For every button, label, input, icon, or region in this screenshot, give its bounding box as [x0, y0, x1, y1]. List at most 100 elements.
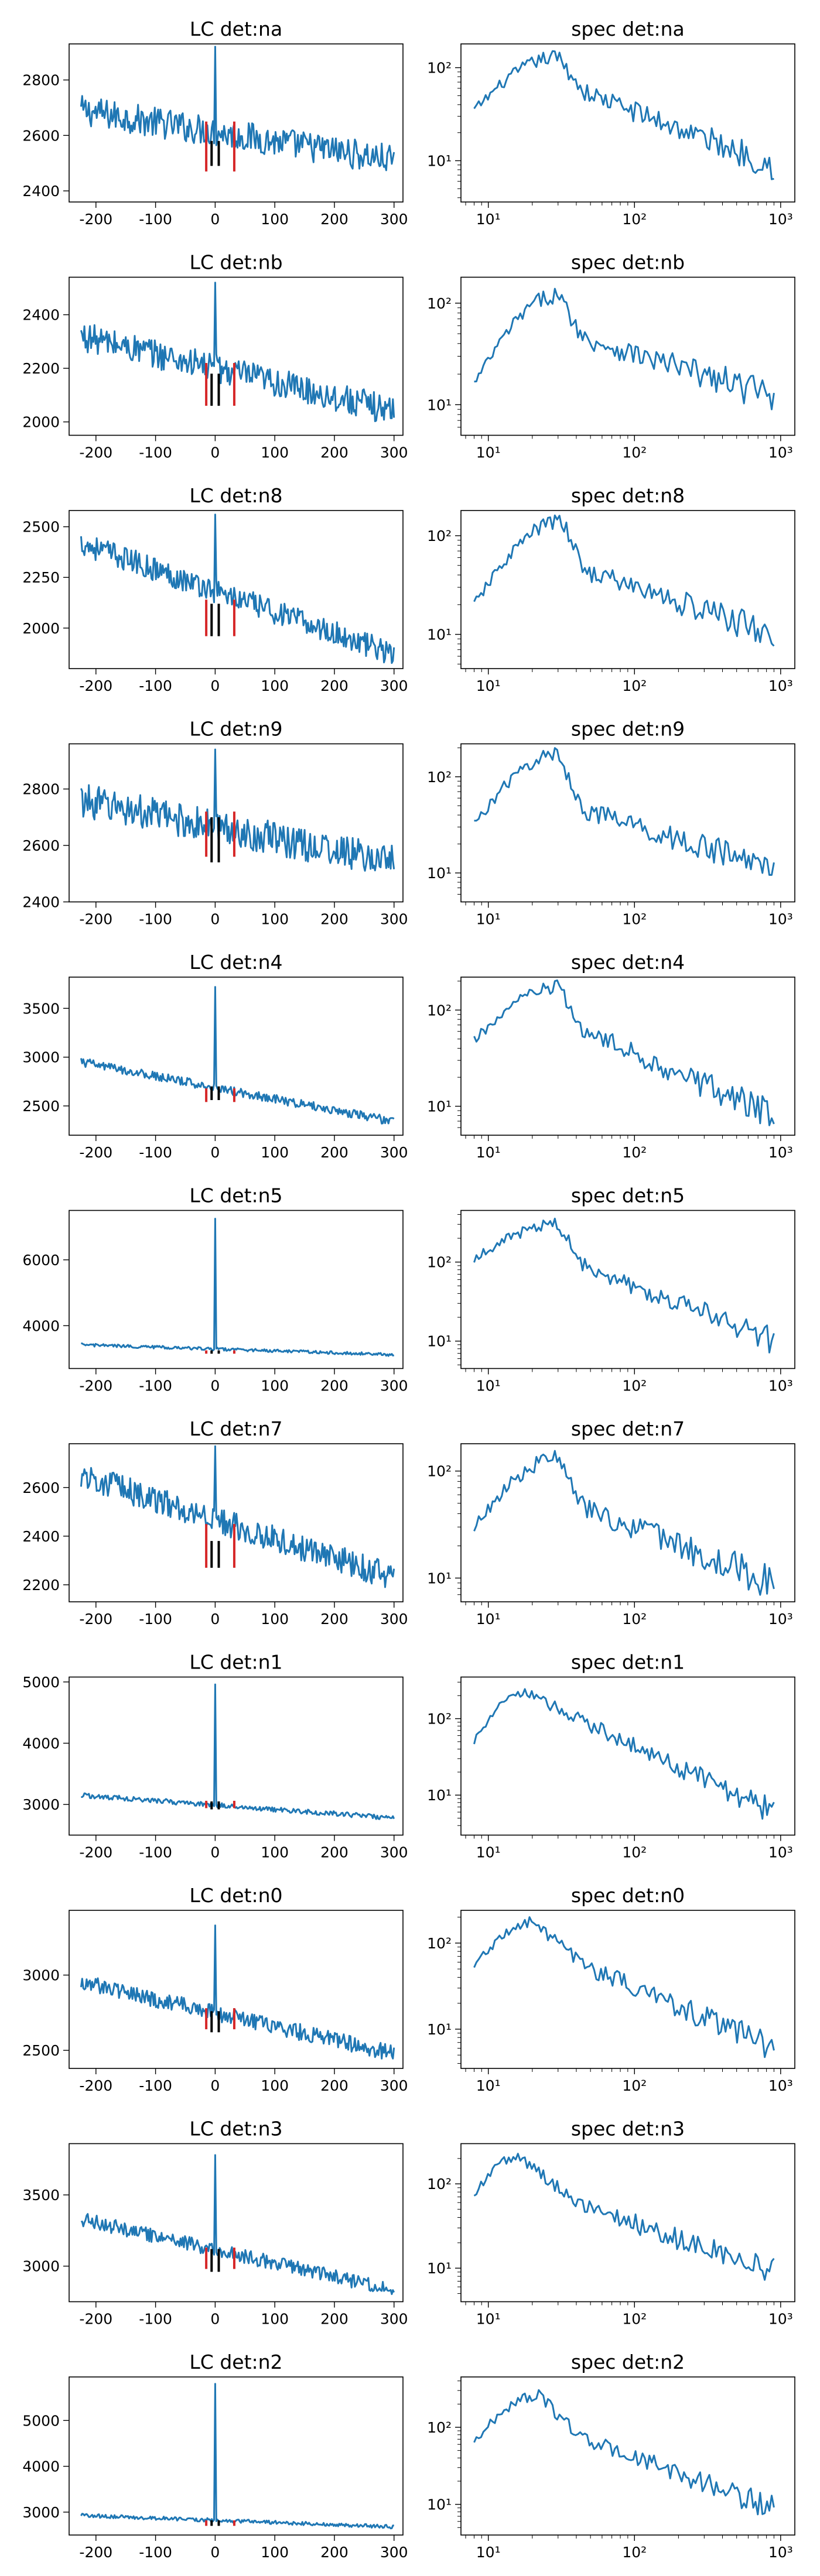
lc-panel-16: LC det:n0 2500 3000 -200 -100 0 100 200 300 — [22, 1884, 408, 2094]
axes-frame — [460, 2376, 795, 2536]
plot-area — [473, 1217, 775, 1354]
y-tick-label: 2200 — [22, 1577, 60, 1594]
axes-frame — [69, 743, 404, 903]
plot-area — [473, 514, 775, 647]
x-tick-label: 0 — [210, 1844, 220, 1861]
x-tick-label: 10¹ — [476, 1144, 501, 1161]
x-tick-label: -100 — [139, 2077, 172, 2094]
spec-panel-13: spec det:n7 10¹ 10² 10¹ 10² 10³ — [427, 1417, 795, 1628]
spec-panel-15: spec det:n1 10¹ 10² 10¹ 10² 10³ — [427, 1651, 795, 1861]
plot-area — [80, 2383, 394, 2530]
spectrum-line — [473, 979, 775, 1126]
panel-title: LC det:n2 — [189, 2351, 282, 2373]
spectrum-line — [473, 2153, 775, 2281]
axes-frame — [69, 43, 404, 203]
plot-area — [80, 986, 395, 1125]
plot-area — [473, 1450, 775, 1596]
lightcurve-line — [80, 1924, 395, 2060]
y-tick-label: 2600 — [22, 837, 60, 854]
lc-panel-14: LC det:n1 3000 4000 5000 -200 -100 0 100 200 300 — [22, 1651, 408, 1861]
y-tick-label: 2600 — [22, 127, 60, 144]
x-tick-label: -100 — [139, 444, 172, 461]
panel-title: LC det:n4 — [189, 951, 282, 974]
x-tick-label: 10¹ — [476, 2077, 501, 2094]
x-tick-label: 10³ — [768, 2311, 793, 2328]
x-tick-label: 10³ — [768, 677, 793, 694]
plot-area — [474, 287, 775, 410]
spectrum-line — [473, 50, 774, 180]
spectrum-line — [473, 2389, 775, 2516]
axes-frame — [69, 2143, 404, 2303]
y-tick-label: 10² — [427, 1711, 452, 1728]
plot-area — [80, 1924, 395, 2060]
y-tick-label: 5000 — [22, 2412, 60, 2429]
plot-area — [81, 1683, 395, 1820]
plot-area — [80, 282, 395, 422]
x-tick-label: 200 — [320, 1144, 348, 1161]
x-tick-label: 100 — [261, 1378, 289, 1395]
lc-panel-6: LC det:n9 2400 2600 2800 -200 -100 0 100 200 300 — [22, 718, 408, 928]
panel-title: LC det:n3 — [189, 2118, 282, 2140]
plot-area — [473, 1688, 775, 1820]
y-tick-label: 10² — [427, 295, 452, 312]
y-tick-label: 10¹ — [427, 1787, 452, 1804]
panel-title: spec det:n0 — [571, 1884, 685, 1907]
spectrum-line — [473, 514, 775, 647]
x-tick-label: 10³ — [768, 211, 793, 228]
lightcurve-line — [81, 1218, 395, 1357]
x-tick-label: -200 — [79, 2311, 112, 2328]
axes-frame — [460, 510, 795, 669]
panel-title: spec det:nb — [571, 251, 685, 274]
x-tick-label: 300 — [380, 911, 408, 928]
y-tick-label: 5000 — [22, 1674, 60, 1691]
x-tick-label: 0 — [210, 211, 220, 228]
x-tick-label: 10³ — [768, 1844, 793, 1861]
y-tick-label: 10¹ — [427, 152, 452, 169]
x-tick-label: 200 — [320, 444, 348, 461]
y-tick-label: 10¹ — [427, 1333, 452, 1350]
x-tick-label: 100 — [261, 1844, 289, 1861]
y-tick-label: 10¹ — [427, 865, 452, 882]
axes-frame — [69, 2376, 404, 2536]
y-tick-label: 2400 — [22, 894, 60, 911]
spec-panel-1: spec det:na 10¹ 10² 10¹ 10² 10³ — [427, 18, 795, 228]
y-tick-label: 2800 — [22, 781, 60, 798]
x-tick-label: 200 — [320, 2544, 348, 2561]
x-tick-label: 100 — [261, 911, 289, 928]
lc-panel-10: LC det:n5 4000 6000 -200 -100 0 100 200 300 — [22, 1184, 408, 1395]
x-tick-label: -200 — [79, 2544, 112, 2561]
axes-frame — [460, 977, 795, 1136]
y-tick-label: 2000 — [22, 620, 60, 637]
x-tick-label: 0 — [210, 1611, 220, 1628]
y-tick-label: 10² — [427, 1254, 452, 1271]
lc-panel-12: LC det:n7 2200 2400 2600 -200 -100 0 100 200 300 — [22, 1417, 408, 1628]
y-tick-label: 10¹ — [427, 1570, 452, 1587]
y-tick-label: 2800 — [22, 72, 60, 89]
x-tick-label: 300 — [380, 211, 408, 228]
x-tick-label: 200 — [320, 2077, 348, 2094]
panel-title: spec det:n4 — [571, 951, 685, 974]
y-tick-label: 10² — [427, 2176, 452, 2193]
x-tick-label: 100 — [261, 211, 289, 228]
spectrum-line — [474, 747, 775, 876]
x-tick-label: -100 — [139, 1144, 172, 1161]
x-tick-label: 100 — [261, 2544, 289, 2561]
panel-title: LC det:n8 — [189, 484, 282, 507]
x-tick-label: 10³ — [768, 1378, 793, 1395]
x-tick-label: 0 — [210, 677, 220, 694]
x-tick-label: 100 — [261, 2311, 289, 2328]
x-tick-label: -200 — [79, 677, 112, 694]
x-tick-label: -100 — [139, 1611, 172, 1628]
x-tick-label: -200 — [79, 444, 112, 461]
x-tick-label: 100 — [261, 444, 289, 461]
x-tick-label: 300 — [380, 1144, 408, 1161]
x-tick-label: -200 — [79, 1844, 112, 1861]
axes-frame — [460, 43, 795, 203]
plot-area — [474, 747, 775, 876]
axes-frame — [460, 1210, 795, 1369]
x-tick-label: 10³ — [768, 2544, 793, 2561]
x-tick-label: 10¹ — [476, 677, 501, 694]
x-tick-label: 10¹ — [476, 911, 501, 928]
x-tick-label: 0 — [210, 1144, 220, 1161]
